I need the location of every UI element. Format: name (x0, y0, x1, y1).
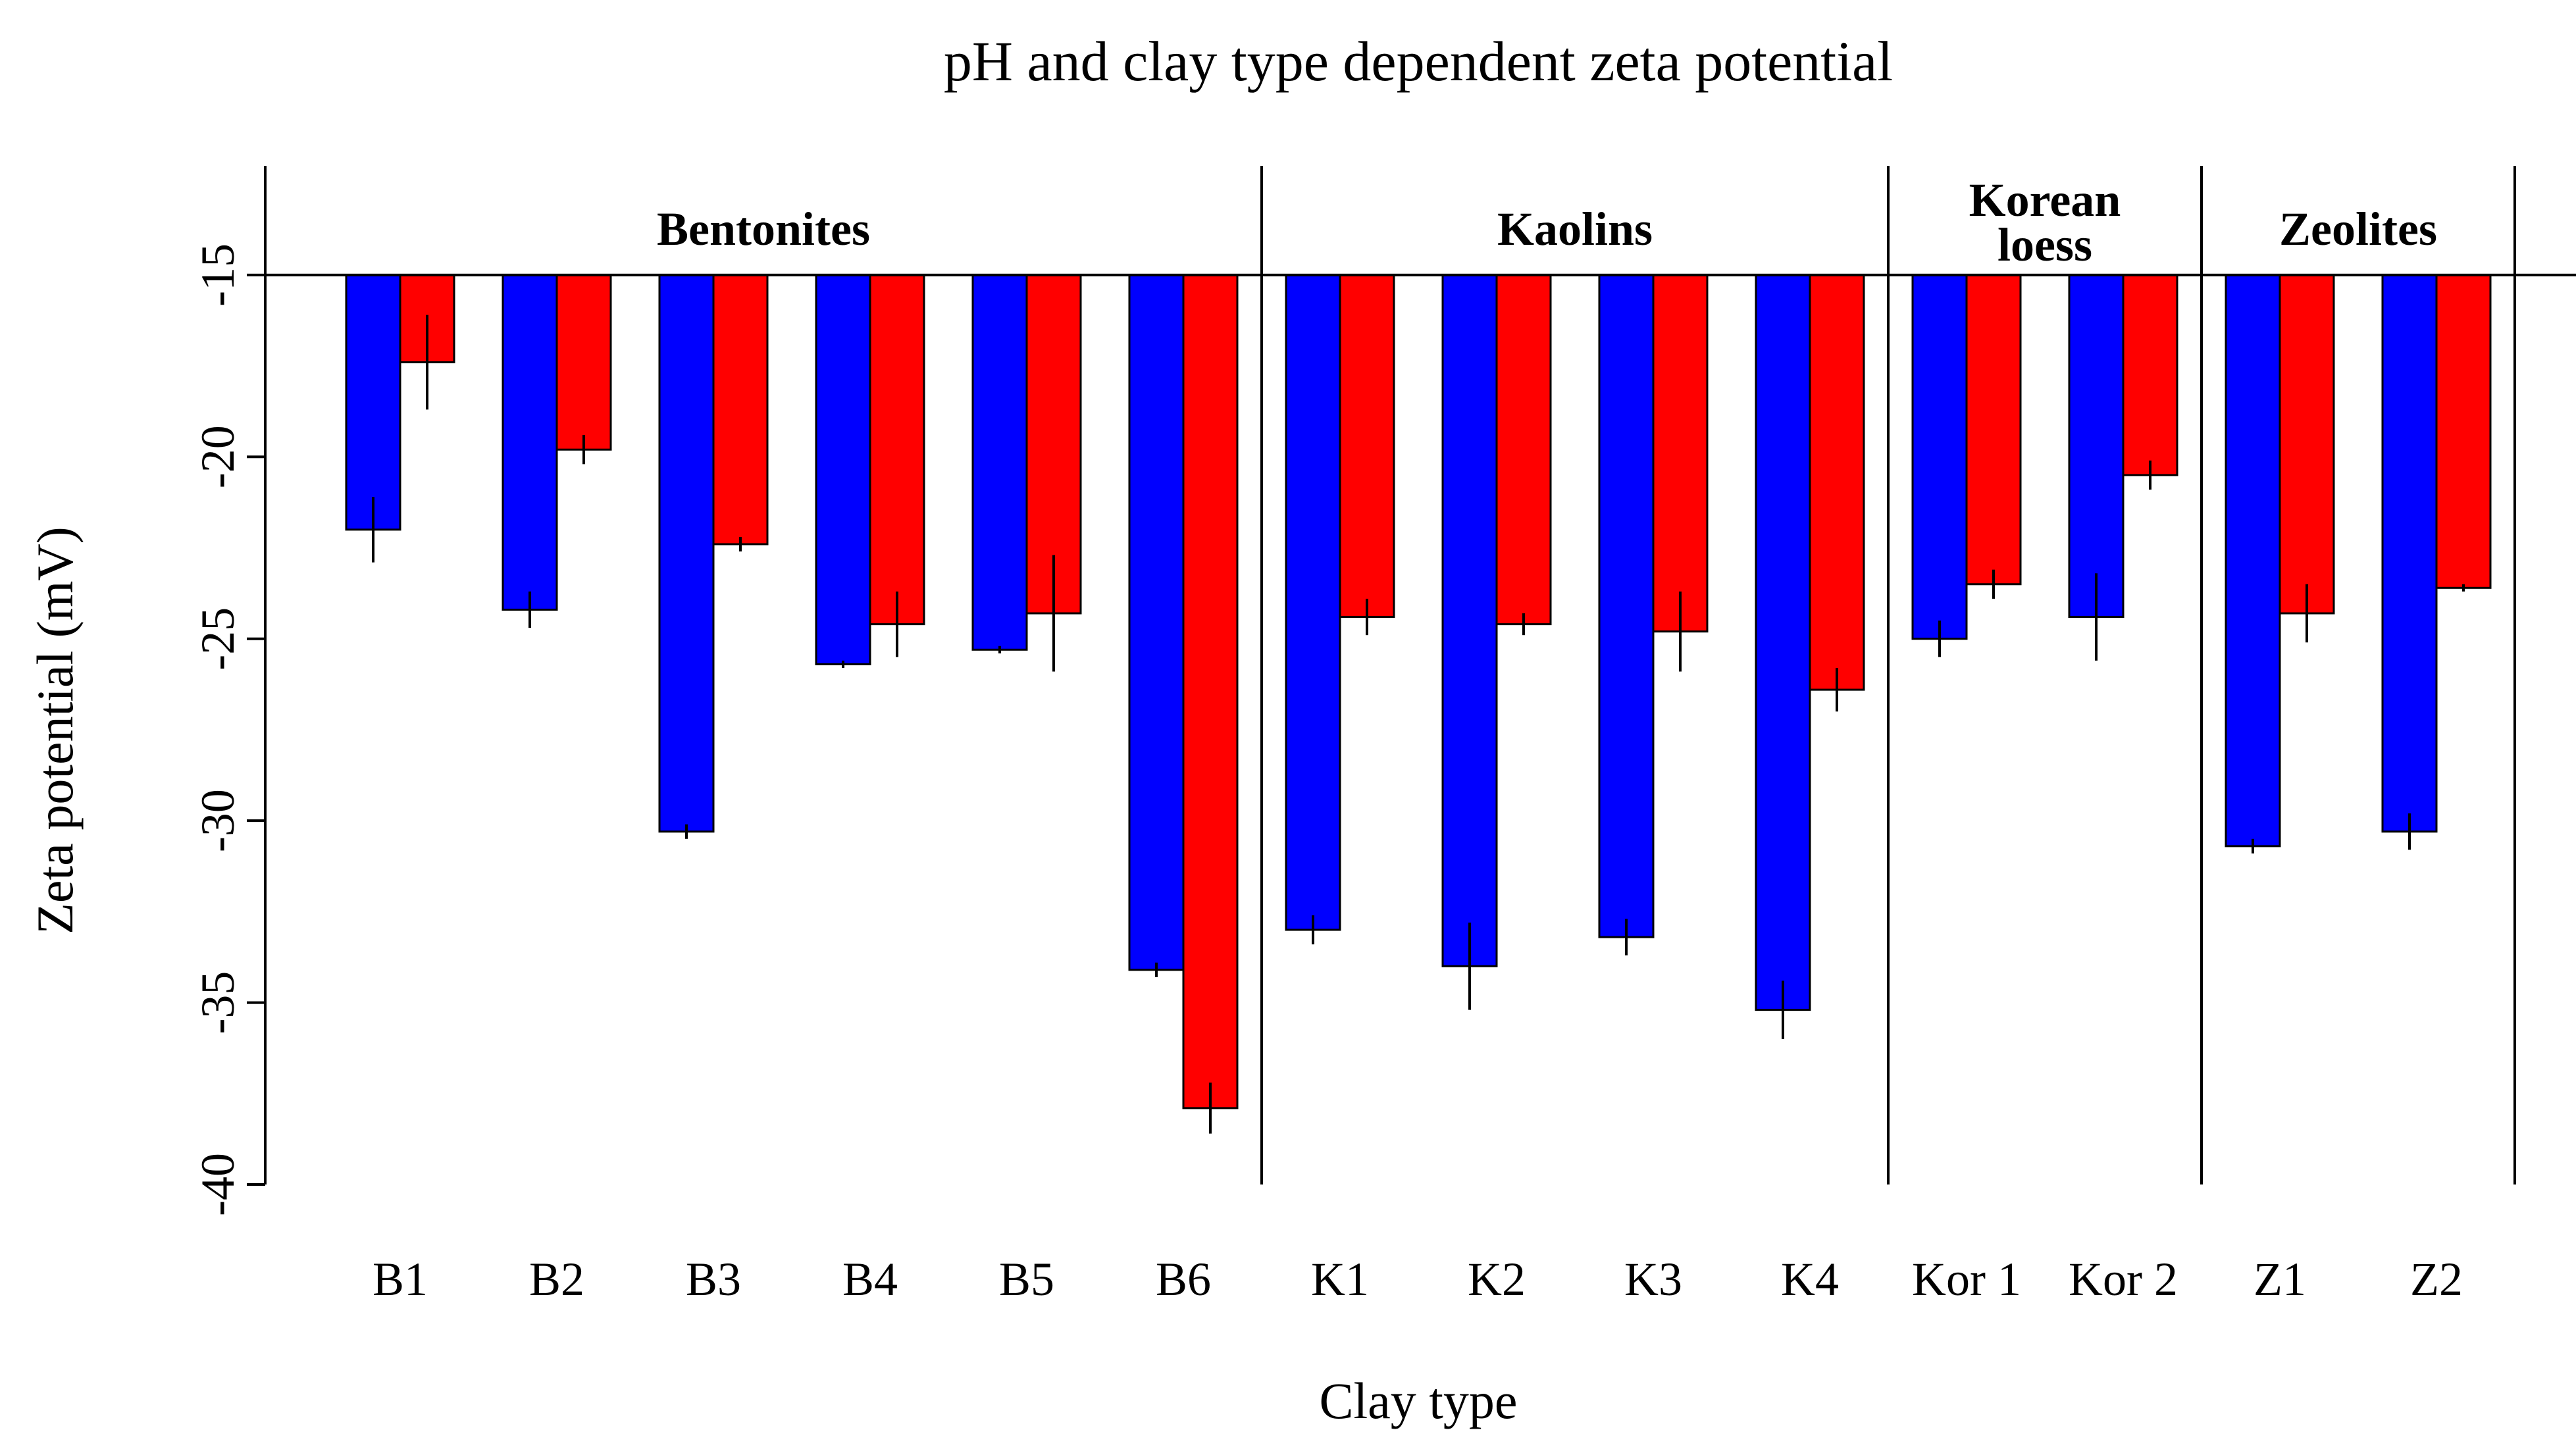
plot-area: -15 -20 -25 -30 -35 -40 B1 B2 B3 B4 B5 B6 K1 K2 K3 K4 Ko… (192, 166, 2576, 1306)
chart-title: pH and clay type dependent zeta potentia… (944, 30, 1893, 93)
category-label: Kor 2 (2069, 1253, 2178, 1306)
y-tick-label: -25 (192, 607, 244, 671)
bar-red (1182, 274, 1239, 1109)
group-label: Kaolins (1497, 203, 1653, 255)
bar-blue (1128, 274, 1185, 971)
bar-blue (1755, 274, 1811, 1011)
category-label: Z2 (2410, 1253, 2463, 1306)
bar-blue (2225, 274, 2281, 848)
bar-red (2435, 274, 2492, 589)
category-label: B1 (373, 1253, 428, 1306)
bar-red (2279, 274, 2335, 615)
x-axis-label: Clay type (1319, 1372, 1517, 1429)
bar-blue (1911, 274, 1968, 640)
bar-red (712, 274, 769, 546)
bar-blue (2381, 274, 2438, 833)
y-tick-label: -40 (192, 1153, 244, 1216)
group-label: Bentonites (657, 203, 870, 255)
category-label: K4 (1781, 1253, 1839, 1306)
y-tick-label: -15 (192, 243, 244, 307)
group-label: loess (1997, 218, 2092, 271)
y-tick-label: -30 (192, 789, 244, 852)
bar-red (869, 274, 925, 626)
bar-blue (1598, 274, 1655, 938)
category-label: B5 (999, 1253, 1054, 1306)
category-label: B4 (842, 1253, 898, 1306)
category-label: B2 (529, 1253, 584, 1306)
category-label: K3 (1624, 1253, 1682, 1306)
bar-red (1965, 274, 2022, 586)
bar-red (1809, 274, 1865, 691)
bar-red (1495, 274, 1552, 626)
group-label: Zeolites (2279, 203, 2437, 255)
bar-blue (815, 274, 871, 665)
bar-red (1339, 274, 1395, 619)
bar-blue (658, 274, 715, 833)
bar-red (2122, 274, 2178, 476)
category-label: B6 (1156, 1253, 1211, 1306)
bar-blue (345, 274, 401, 531)
category-label: K2 (1468, 1253, 1526, 1306)
category-label: Kor 1 (1912, 1253, 2021, 1306)
y-tick-label: -35 (192, 971, 244, 1034)
category-label: B3 (686, 1253, 741, 1306)
category-label: K1 (1311, 1253, 1369, 1306)
y-tick-label: -20 (192, 425, 244, 488)
bar-red (555, 274, 612, 451)
bar-blue (1441, 274, 1498, 967)
y-axis-label: Zeta potential (mV) (26, 526, 84, 934)
bar-blue (2068, 274, 2125, 619)
group-label: Korean (1969, 174, 2121, 226)
bar-blue (502, 274, 558, 611)
bar-blue (1285, 274, 1341, 931)
category-label: Z1 (2254, 1253, 2306, 1306)
bar-red (1652, 274, 1709, 633)
bar-blue (971, 274, 1028, 651)
